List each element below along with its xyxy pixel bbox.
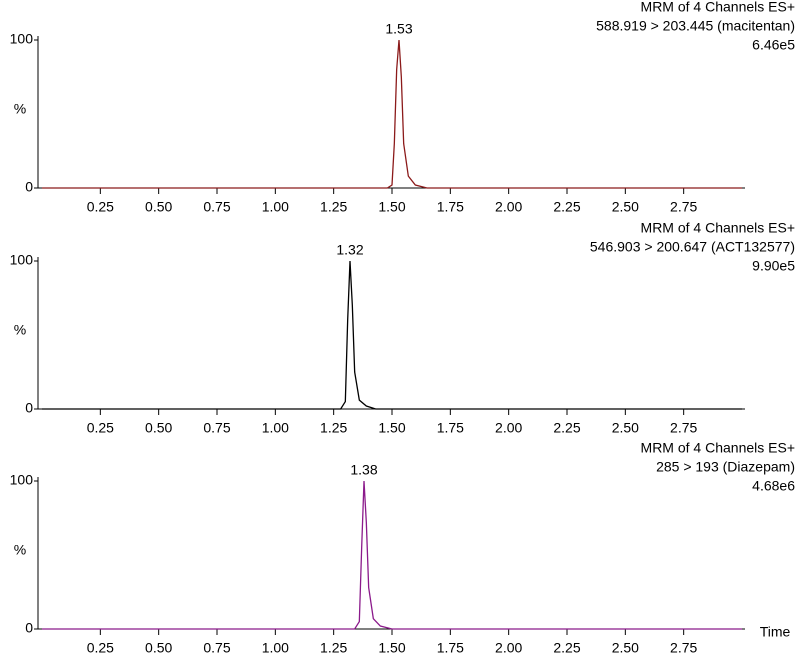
y-axis-label: % (14, 542, 26, 558)
channel-header: 6.46e5 (752, 37, 795, 53)
channel-header: MRM of 4 Channels ES+ (641, 440, 795, 456)
x-tick-label: 1.00 (262, 420, 289, 436)
x-tick-label: 0.50 (145, 199, 172, 215)
x-tick-label: 1.75 (437, 640, 464, 656)
x-tick-label: 0.75 (203, 420, 230, 436)
x-tick-label: 0.25 (87, 640, 114, 656)
y-tick-label: 0 (25, 179, 33, 195)
x-tick-label: 2.00 (495, 199, 522, 215)
y-axis-label: % (14, 322, 26, 338)
y-tick-label: 100 (10, 31, 34, 47)
peak-label: 1.38 (350, 462, 377, 478)
x-tick-label: 2.75 (670, 420, 697, 436)
channel-header: 546.903 > 200.647 (ACT132577) (590, 239, 795, 255)
y-tick-label: 0 (25, 400, 33, 416)
x-tick-label: 2.75 (670, 640, 697, 656)
x-tick-label: 2.75 (670, 199, 697, 215)
y-tick-label: 0 (25, 620, 33, 636)
x-tick-label: 2.50 (612, 420, 639, 436)
channel-header: 9.90e5 (752, 258, 795, 274)
trace (42, 480, 742, 630)
x-tick-label: 1.50 (378, 640, 405, 656)
trace (42, 260, 742, 410)
x-tick-label: 2.00 (495, 640, 522, 656)
x-tick-label: 0.75 (203, 640, 230, 656)
x-tick-label: 0.25 (87, 420, 114, 436)
x-tick-label: 0.50 (145, 420, 172, 436)
x-tick-label: 1.75 (437, 420, 464, 436)
x-tick-label: 2.25 (553, 199, 580, 215)
peak-label: 1.32 (336, 242, 363, 258)
channel-header: 285 > 193 (Diazepam) (656, 459, 795, 475)
x-tick-label: 1.00 (262, 640, 289, 656)
x-axis-label: Time (760, 624, 791, 640)
y-tick-label: 100 (10, 472, 34, 488)
x-tick-label: 1.75 (437, 199, 464, 215)
x-tick-label: 0.75 (203, 199, 230, 215)
peak-label: 1.53 (385, 21, 412, 37)
channel-header: 4.68e6 (752, 478, 795, 494)
x-tick-label: 1.25 (320, 199, 347, 215)
x-tick-label: 2.50 (612, 199, 639, 215)
x-tick-label: 1.25 (320, 640, 347, 656)
x-tick-label: 1.25 (320, 420, 347, 436)
channel-header: 588.919 > 203.445 (macitentan) (596, 18, 795, 34)
trace (42, 39, 742, 189)
y-tick-label: 100 (10, 252, 34, 268)
x-tick-label: 2.50 (612, 640, 639, 656)
x-tick-label: 1.50 (378, 420, 405, 436)
x-tick-label: 2.00 (495, 420, 522, 436)
x-tick-label: 2.25 (553, 420, 580, 436)
x-tick-label: 0.50 (145, 640, 172, 656)
x-tick-label: 1.00 (262, 199, 289, 215)
x-tick-label: 1.50 (378, 199, 405, 215)
channel-header: MRM of 4 Channels ES+ (641, 0, 795, 15)
channel-header: MRM of 4 Channels ES+ (641, 220, 795, 236)
y-axis-label: % (14, 101, 26, 117)
x-tick-label: 0.25 (87, 199, 114, 215)
x-tick-label: 2.25 (553, 640, 580, 656)
